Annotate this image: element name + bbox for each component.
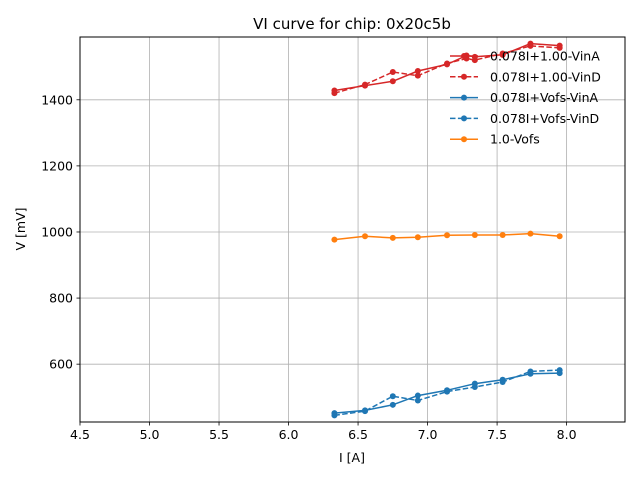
x-tick-label: 5.0	[140, 427, 160, 442]
data-point	[331, 412, 338, 419]
x-tick-label: 4.5	[70, 427, 90, 442]
data-point	[444, 60, 451, 67]
data-point	[362, 408, 369, 415]
data-point	[471, 383, 478, 390]
x-tick-label: 7.5	[487, 427, 507, 442]
data-point	[389, 401, 396, 408]
data-point	[499, 379, 506, 386]
grid	[79, 37, 625, 422]
legend-label: 0.078I+1.00-VinA	[490, 49, 600, 64]
legend-label: 0.078I+1.00-VinD	[490, 69, 601, 84]
y-tick-label: 1400	[41, 92, 73, 107]
data-point	[527, 368, 534, 375]
legend-marker	[461, 136, 467, 143]
data-point	[414, 68, 421, 75]
series-4	[331, 230, 563, 243]
data-point	[556, 233, 563, 240]
legend-marker	[461, 115, 467, 122]
data-point	[414, 397, 421, 404]
y-tick-label: 600	[49, 357, 73, 372]
series-1	[331, 42, 563, 97]
legend-item: 0.078I+1.00-VinD	[450, 69, 601, 84]
chart-title: VI curve for chip: 0x20c5b	[253, 15, 451, 33]
data-point	[499, 50, 506, 57]
data-point	[471, 57, 478, 64]
legend: 0.078I+1.00-VinA 0.078I+1.00-VinD 0.078I+V…	[450, 49, 601, 147]
legend-item: 1.0-Vofs	[450, 132, 540, 147]
x-tick-label: 6.5	[348, 427, 368, 442]
x-axis-label: I [A]	[339, 450, 365, 465]
y-tick-label: 800	[49, 291, 73, 306]
data-point	[414, 392, 421, 399]
axes-frame	[79, 36, 626, 423]
legend-label: 1.0-Vofs	[490, 132, 540, 147]
data-point	[389, 234, 396, 241]
data-point	[556, 367, 563, 374]
data-point	[471, 231, 478, 238]
data-point	[331, 236, 338, 243]
x-tick-label: 6.0	[279, 427, 299, 442]
data-point	[414, 234, 421, 241]
series-line	[334, 369, 560, 417]
data-point	[444, 388, 451, 395]
data-point	[527, 42, 534, 49]
x-tick-label: 8.0	[557, 427, 577, 442]
data-point	[499, 231, 506, 238]
data-point	[389, 69, 396, 76]
legend-item: 0.078I+Vofs-VinD	[450, 111, 599, 126]
legend-item: 0.078I+1.00-VinA	[450, 49, 600, 64]
data-point	[556, 44, 563, 51]
x-axis-ticks: 4.5 5.0 5.5 6.0 6.5 7.0 7.5 8.0	[70, 422, 577, 442]
y-tick-label: 1200	[41, 158, 73, 173]
data-point	[362, 81, 369, 88]
x-tick-label: 5.5	[209, 427, 229, 442]
legend-marker	[461, 94, 467, 101]
data-point	[414, 72, 421, 79]
data-point	[389, 393, 396, 400]
legend-label: 0.078I+Vofs-VinA	[490, 90, 599, 105]
y-tick-label: 1000	[41, 224, 73, 239]
data-point	[389, 78, 396, 85]
data-point	[362, 233, 369, 240]
series-line	[334, 45, 560, 94]
legend-marker	[461, 73, 467, 80]
series-layer	[331, 40, 563, 419]
y-axis-label: V [mV]	[13, 207, 28, 250]
data-point	[527, 230, 534, 237]
data-point	[444, 232, 451, 239]
legend-label: 0.078I+Vofs-VinD	[490, 111, 599, 126]
series-3	[331, 367, 563, 419]
plot-area	[80, 37, 625, 422]
y-axis-ticks: 600 800 1000 1200 1400	[41, 92, 80, 372]
data-point	[331, 90, 338, 97]
legend-item: 0.078I+Vofs-VinA	[450, 90, 599, 105]
legend-marker	[461, 53, 467, 59]
x-tick-label: 7.0	[418, 427, 438, 442]
